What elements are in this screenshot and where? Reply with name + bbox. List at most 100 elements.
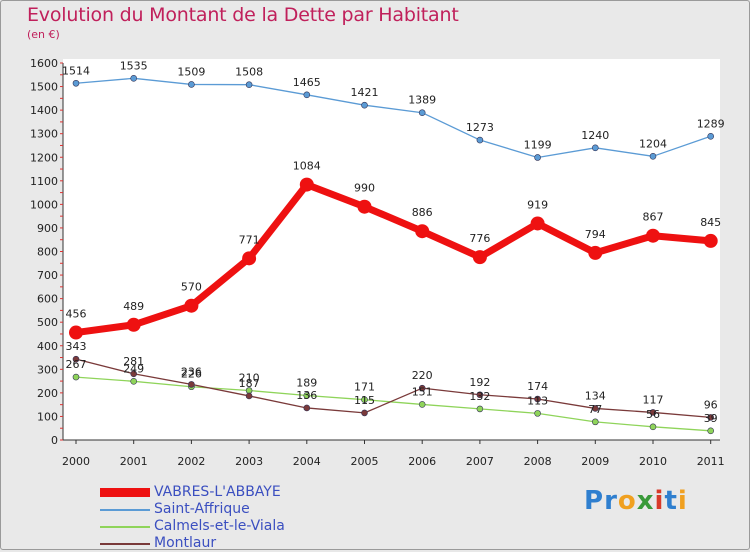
- data-label: 1535: [120, 59, 148, 72]
- data-point: [72, 373, 80, 381]
- data-label: 489: [123, 300, 144, 313]
- data-label: 220: [412, 369, 433, 382]
- data-label: 1389: [408, 94, 436, 107]
- data-point: [649, 423, 657, 431]
- y-tick-label: 0: [51, 434, 58, 447]
- y-tick-label: 1400: [30, 104, 58, 117]
- y-tick-label: 200: [37, 387, 58, 400]
- data-label: 267: [66, 358, 87, 371]
- data-label: 189: [296, 376, 317, 389]
- x-tick-label: 2009: [581, 455, 609, 468]
- data-point: [418, 401, 426, 408]
- data-point: [415, 224, 430, 239]
- data-point: [303, 392, 311, 399]
- legend-swatch: [100, 509, 150, 511]
- data-point: [188, 381, 195, 388]
- data-point: [130, 370, 137, 378]
- data-point: [130, 378, 137, 385]
- data-point: [707, 427, 715, 435]
- y-tick-label: 700: [37, 269, 58, 282]
- data-point: [649, 153, 657, 160]
- data-label: 1084: [293, 160, 321, 173]
- data-point: [707, 414, 715, 421]
- data-label: 456: [66, 308, 87, 321]
- x-tick-label: 2004: [293, 455, 321, 468]
- data-point: [126, 317, 141, 332]
- data-label: 132: [469, 390, 490, 403]
- x-tick-label: 2006: [408, 455, 436, 468]
- data-label: 56: [646, 408, 660, 421]
- data-label: 1204: [639, 137, 667, 150]
- series-line: [75, 358, 711, 419]
- data-point: [69, 325, 83, 340]
- data-label: 1273: [466, 121, 494, 134]
- data-label: 171: [354, 381, 375, 394]
- x-tick-label: 2011: [697, 455, 725, 468]
- data-label: 1514: [62, 64, 90, 77]
- data-label: 117: [643, 393, 664, 406]
- data-label: 343: [66, 340, 87, 353]
- data-label: 174: [527, 380, 548, 393]
- data-point: [299, 177, 314, 192]
- data-label: 77: [588, 403, 602, 416]
- data-point: [130, 75, 137, 82]
- legend-swatch: [100, 543, 150, 545]
- data-label: 867: [643, 211, 664, 224]
- data-label: 39: [704, 412, 718, 425]
- data-label: 1289: [697, 117, 725, 130]
- data-point: [534, 154, 541, 161]
- series-line: [75, 77, 711, 159]
- x-tick-label: 2001: [120, 455, 148, 468]
- y-tick-label: 1300: [30, 128, 58, 141]
- data-point: [361, 101, 368, 109]
- data-label: 113: [527, 394, 548, 407]
- logo-letter: o: [617, 486, 637, 516]
- data-label: 192: [469, 376, 490, 389]
- data-label: 776: [469, 232, 490, 245]
- data-point: [530, 216, 545, 231]
- y-tick-label: 1100: [30, 175, 58, 188]
- data-point: [534, 410, 541, 417]
- y-tick-label: 1200: [30, 151, 58, 164]
- data-label: 1421: [351, 86, 379, 99]
- chart-subtitle: (en €): [27, 28, 60, 41]
- data-label: 771: [239, 233, 260, 246]
- data-point: [361, 409, 368, 417]
- logo-letter: r: [604, 486, 618, 516]
- data-point: [245, 81, 253, 88]
- series-line: [75, 181, 712, 337]
- logo-letter: P: [584, 486, 605, 516]
- x-tick-label: 2005: [351, 455, 379, 468]
- x-tick-label: 2000: [62, 455, 90, 468]
- data-point: [361, 396, 368, 404]
- y-tick-label: 600: [37, 293, 58, 306]
- data-point: [534, 395, 541, 403]
- data-point: [418, 109, 426, 117]
- data-label: 1465: [293, 76, 321, 89]
- data-label: 1508: [235, 66, 263, 79]
- y-tick-label: 1600: [30, 57, 58, 70]
- plot-area: [63, 59, 720, 440]
- data-point: [476, 391, 484, 399]
- data-label: 845: [700, 216, 721, 229]
- data-label: 1199: [524, 138, 552, 151]
- logo-letter: i: [654, 486, 665, 516]
- data-label: 115: [354, 394, 375, 407]
- data-point: [303, 91, 311, 99]
- y-tick-label: 1500: [30, 81, 58, 94]
- x-tick-label: 2003: [235, 455, 263, 468]
- data-label: 187: [239, 377, 260, 390]
- data-point: [476, 405, 484, 413]
- data-point: [646, 228, 660, 243]
- data-point: [418, 384, 426, 392]
- data-point: [707, 132, 715, 140]
- data-label: 136: [296, 389, 317, 402]
- logo-letter: i: [677, 486, 688, 516]
- data-label: 210: [239, 372, 260, 385]
- logo-letter: t: [664, 486, 678, 516]
- data-point: [245, 392, 253, 400]
- data-point: [357, 199, 372, 214]
- logo-letter: x: [636, 486, 655, 516]
- x-tick-label: 2007: [466, 455, 494, 468]
